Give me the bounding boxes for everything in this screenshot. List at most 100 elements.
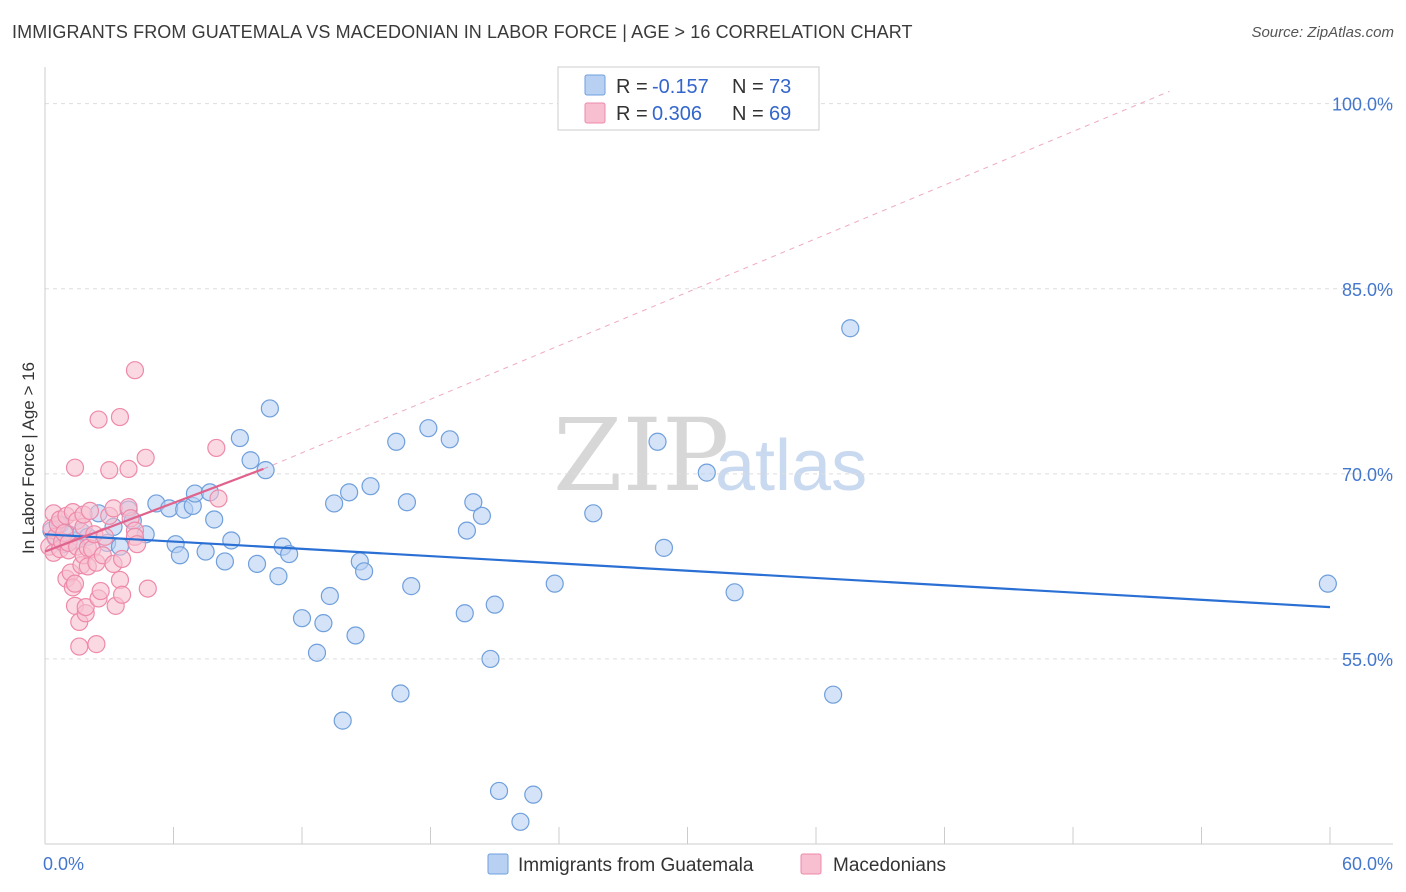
guatemala-point [419,419,438,438]
guatemala-point [325,494,344,513]
macedonian-point [125,361,145,380]
macedonian-point [207,438,226,458]
macedonian-point [89,410,108,429]
guatemala-point [247,554,267,574]
guatemala-point [340,483,359,502]
guatemala-point [314,614,333,633]
guatemala-point [387,432,406,451]
guatemala-point [230,428,249,448]
guatemala-point [584,504,603,523]
guatemala-point [397,493,417,512]
guatemala-point [292,609,312,628]
trend-lines [44,90,1331,609]
y-tick-label: 70.0% [1342,465,1393,485]
macedonian-point [91,581,110,601]
macedonian-point [136,448,155,467]
legend-r-value: -0.157 [652,76,709,98]
legend-r-label: R = [616,76,648,98]
chart-source: Source: ZipAtlas.com [1251,24,1394,41]
series-legend-swatch-macedonians [800,853,822,875]
guatemala-point [464,493,483,512]
guatemala-point [391,684,410,703]
guatemala-point [215,552,234,571]
guatemala-point [440,430,459,449]
guatemala-point [346,626,365,645]
watermark-zip: ZIP [553,397,729,514]
guatemala-point [320,586,339,606]
y-tick-labels: 55.0% 70.0% 85.0% 100.0% [1332,95,1393,670]
guatemala-point [648,432,667,451]
macedonian-point [110,407,130,427]
macedonian-point [209,489,228,508]
guatemala-point [260,399,279,418]
guatemala-point [205,510,224,529]
macedonian-point [65,458,85,477]
macedonian-point [119,459,138,479]
watermark: ZIP atlas [553,397,867,514]
y-tick-label: 85.0% [1342,280,1393,300]
guatemala-point [524,785,543,804]
guatemala-point [725,583,744,602]
legend-swatch-blue [584,74,606,96]
x-tick-labels: 0.0% 60.0% [43,854,1393,874]
macedonian-point [138,579,157,598]
chart-title: IMMIGRANTS FROM GUATEMALA VS MACEDONIAN … [12,22,913,42]
guatemala-point [489,781,509,801]
guatemala-point [222,531,241,550]
macedonian-point [104,499,123,518]
gridlines [45,103,1393,660]
guatemala-point [333,711,352,730]
macedonian-point [70,637,89,656]
series-legend-label-macedonians: Macedonians [833,855,946,876]
legend-n-value: 69 [769,103,791,125]
macedonian-point [65,574,85,593]
legend-n-label: N = [732,76,764,98]
legend-r-label: R = [616,103,648,125]
y-tick-label: 55.0% [1342,650,1393,670]
guatemala-point [457,521,477,540]
guatemala-point [455,604,474,623]
series-legend: Immigrants from Guatemala Macedonians [487,853,946,876]
macedonian-point [110,570,130,590]
series-legend-label-guatemala: Immigrants from Guatemala [518,855,754,876]
trend-line-macedonians [44,467,264,553]
legend-n-value: 73 [769,76,791,98]
macedonian-point [87,635,106,654]
guatemala-point [654,538,674,557]
guatemala-point [824,685,843,704]
trend-line-macedonians-extension [263,90,1170,470]
guatemala-point [485,595,504,614]
axes [44,67,1393,845]
guatemala-point [269,567,288,586]
macedonian-point [100,461,119,480]
series-legend-swatch-guatemala [487,853,509,875]
y-axis-label: In Labor Force | Age > 16 [19,362,38,554]
guatemala-point [170,546,190,565]
x-tick-label: 60.0% [1342,854,1393,874]
guatemala-point [307,643,327,662]
macedonian-point [76,597,95,617]
macedonian-point [112,585,132,604]
stats-legend: R = -0.157 N = 73 R = 0.306 N = 69 [557,66,820,131]
guatemala-point [1318,574,1337,593]
trend-line-guatemala [44,533,1331,609]
legend-n-label: N = [732,103,764,125]
guatemala-point [545,574,564,593]
legend-r-value: 0.306 [652,103,702,125]
guatemala-point [241,451,260,470]
guatemala-point [697,463,716,482]
guatemala-point [402,577,421,596]
guatemala-point [511,812,530,831]
guatemala-point [481,649,500,669]
guatemala-point [280,544,299,564]
macedonian-point [112,549,132,569]
legend-swatch-pink [584,102,606,124]
watermark-atlas: atlas [715,426,867,506]
guatemala-point [472,506,491,525]
guatemala-point [361,477,380,496]
guatemala-point [355,562,374,581]
guatemala-point [196,542,215,561]
x-tick-label: 0.0% [43,854,84,874]
macedonian-point [80,501,100,520]
